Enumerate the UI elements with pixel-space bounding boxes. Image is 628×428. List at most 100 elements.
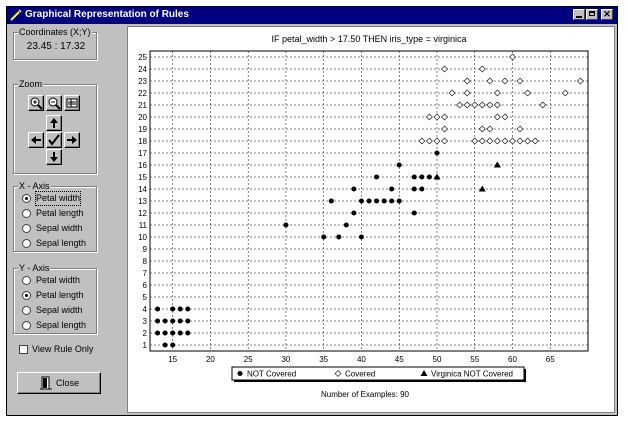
data-point bbox=[516, 125, 524, 133]
y-tick-label: 21 bbox=[138, 101, 147, 110]
close-button-label: Close bbox=[56, 378, 80, 388]
data-point bbox=[493, 137, 501, 145]
x-axis-group: X - Axis Petal width Petal length Sepal … bbox=[13, 181, 97, 252]
data-point bbox=[170, 330, 176, 336]
x-axis-option-sepal-length[interactable]: Sepal length bbox=[22, 237, 122, 250]
data-point bbox=[486, 101, 494, 109]
x-axis-option-petal-width[interactable]: Petal width bbox=[22, 191, 122, 206]
data-point bbox=[170, 342, 176, 348]
y-tick-label: 8 bbox=[143, 257, 148, 266]
data-point bbox=[433, 113, 441, 121]
x-axis-option-petal-length[interactable]: Petal length bbox=[22, 207, 122, 220]
zoom-in-button[interactable] bbox=[28, 95, 44, 111]
y-tick-label: 13 bbox=[138, 197, 147, 206]
y-tick-label: 20 bbox=[138, 113, 147, 122]
data-point bbox=[177, 318, 183, 324]
coordinates-value: 23.45 : 17.32 bbox=[20, 40, 92, 54]
data-point bbox=[419, 186, 425, 192]
radio-icon bbox=[22, 321, 31, 330]
data-point bbox=[434, 150, 440, 156]
data-point bbox=[155, 330, 161, 336]
plot-panel[interactable]: IF petal_width > 17.50 THEN iris_type = … bbox=[127, 26, 615, 413]
data-point bbox=[425, 137, 433, 145]
zoom-fit-button[interactable] bbox=[64, 95, 80, 111]
data-point bbox=[328, 198, 334, 204]
arrow-down-icon bbox=[50, 152, 58, 162]
zoom-label: Zoom bbox=[18, 79, 44, 89]
arrow-left-icon bbox=[31, 136, 41, 144]
chart-wand-icon bbox=[10, 9, 22, 21]
checkbox-icon bbox=[19, 345, 28, 354]
rules-window: Graphical Representation of Rules ✕ Coor… bbox=[6, 6, 618, 416]
data-point bbox=[463, 101, 471, 109]
close-button[interactable]: Close bbox=[17, 372, 101, 394]
radio-selected-icon bbox=[22, 291, 31, 300]
y-tick-label: 24 bbox=[138, 65, 147, 74]
x-tick-label: 60 bbox=[508, 355, 517, 364]
data-point bbox=[509, 137, 516, 145]
data-point bbox=[411, 210, 417, 216]
zoom-out-button[interactable] bbox=[46, 95, 62, 111]
data-point bbox=[478, 125, 486, 133]
data-point bbox=[561, 89, 569, 97]
data-point bbox=[389, 186, 395, 192]
scatter-chart[interactable]: IF petal_width > 17.50 THEN iris_type = … bbox=[128, 27, 614, 412]
data-point bbox=[493, 113, 501, 121]
data-point bbox=[411, 186, 417, 192]
title-bar[interactable]: Graphical Representation of Rules ✕ bbox=[7, 7, 617, 24]
data-point bbox=[155, 306, 161, 312]
legend-entry: Covered bbox=[345, 370, 375, 379]
y-axis-option-sepal-width[interactable]: Sepal width bbox=[22, 304, 122, 317]
y-tick-label: 1 bbox=[143, 341, 148, 350]
data-point bbox=[524, 137, 532, 145]
data-point bbox=[170, 318, 176, 324]
radio-icon bbox=[22, 306, 31, 315]
legend-entry: NOT Covered bbox=[247, 370, 296, 379]
data-point bbox=[177, 330, 183, 336]
y-axis-option-sepal-length[interactable]: Sepal length bbox=[22, 319, 122, 332]
data-point bbox=[343, 222, 349, 228]
y-axis-option-petal-length[interactable]: Petal length bbox=[22, 289, 122, 302]
confirm-view-button[interactable] bbox=[46, 132, 62, 148]
close-window-button[interactable]: ✕ bbox=[601, 9, 613, 20]
maximize-button[interactable] bbox=[586, 9, 598, 20]
data-point bbox=[441, 137, 448, 145]
data-point bbox=[441, 113, 448, 121]
x-axis-option-sepal-width[interactable]: Sepal width bbox=[22, 222, 122, 235]
data-point bbox=[358, 198, 364, 204]
pan-down-button[interactable] bbox=[46, 149, 62, 165]
data-point bbox=[471, 101, 479, 109]
x-tick-label: 50 bbox=[433, 355, 442, 364]
data-point bbox=[516, 137, 524, 145]
x-tick-label: 25 bbox=[244, 355, 253, 364]
zoom-group: Zoom bbox=[13, 79, 97, 174]
view-rule-only-label: View Rule Only bbox=[32, 344, 94, 354]
y-axis-label: Y - Axis bbox=[18, 263, 51, 273]
data-point bbox=[358, 234, 364, 240]
data-point bbox=[509, 53, 516, 61]
data-point bbox=[448, 89, 456, 97]
data-point bbox=[374, 198, 380, 204]
pan-right-button[interactable] bbox=[64, 132, 80, 148]
data-point bbox=[418, 137, 426, 145]
legend bbox=[231, 366, 525, 381]
data-point bbox=[486, 77, 494, 85]
pan-left-button[interactable] bbox=[28, 132, 44, 148]
pan-up-button[interactable] bbox=[46, 115, 62, 131]
radio-icon bbox=[22, 209, 31, 218]
data-point bbox=[486, 125, 494, 133]
data-point bbox=[463, 77, 471, 85]
data-point bbox=[486, 137, 494, 145]
minimize-button[interactable] bbox=[573, 9, 585, 20]
data-point bbox=[321, 234, 327, 240]
legend-marker bbox=[237, 371, 243, 376]
y-axis-option-petal-width[interactable]: Petal width bbox=[22, 274, 122, 287]
radio-selected-icon bbox=[22, 194, 31, 203]
close-icon: ✕ bbox=[603, 9, 611, 19]
data-point bbox=[155, 318, 161, 324]
y-tick-label: 10 bbox=[138, 233, 147, 242]
view-rule-only-checkbox[interactable]: View Rule Only bbox=[19, 344, 119, 356]
maximize-icon bbox=[589, 11, 595, 16]
x-tick-label: 20 bbox=[206, 355, 215, 364]
coordinates-label: Coordinates (X;Y) bbox=[18, 27, 92, 37]
